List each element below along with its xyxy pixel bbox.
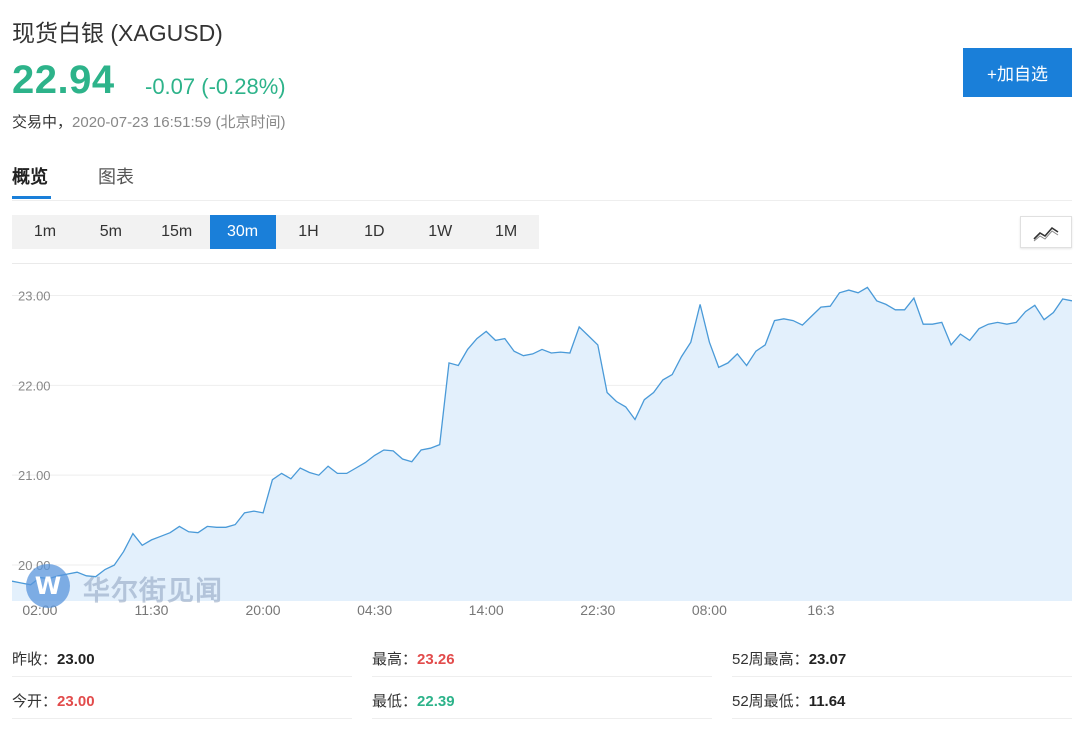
x-tick-label: 22:30 <box>580 602 615 618</box>
tab-chart[interactable]: 图表 <box>98 167 134 187</box>
chart-type-button[interactable] <box>1020 216 1072 248</box>
watermark-text: 华尔街见闻 <box>83 576 223 607</box>
interval-1h[interactable]: 1H <box>298 223 319 240</box>
price-area <box>12 287 1072 601</box>
stat-52w-low: 52周最低：11.64 <box>732 678 1072 719</box>
watermark-logo-icon: W <box>26 564 70 608</box>
stat-open: 今开：23.00 <box>12 678 352 719</box>
trading-status: 交易中，2020-07-23 16:51:59 (北京时间) <box>12 111 285 132</box>
stat-low: 最低：22.39 <box>372 678 712 719</box>
price-chart: 23.00 22.00 21.00 20.00 02:00 11:30 20:00 04:3… <box>11 263 1073 627</box>
y-tick-label: 22.00 <box>18 378 51 393</box>
interval-1m[interactable]: 1m <box>33 223 57 240</box>
x-tick-label: 16:3 <box>807 602 834 618</box>
interval-30m[interactable]: 30m <box>209 215 276 249</box>
tab-bar: 概览 图表 <box>12 160 1072 201</box>
stat-value: 23.07 <box>808 651 847 668</box>
stat-value: 23.26 <box>417 651 455 668</box>
x-tick-label: 04:30 <box>357 602 392 618</box>
interval-selector: 1m 5m 15m 30m 1H 1D 1W 1M <box>12 215 539 249</box>
interval-1w[interactable]: 1W <box>428 223 453 240</box>
timestamp: 2020-07-23 16:51:59 <box>72 114 212 131</box>
interval-1d[interactable]: 1D <box>364 223 385 240</box>
stat-high: 最高：23.26 <box>372 636 712 677</box>
current-price: 22.94 <box>12 58 115 102</box>
line-chart-icon <box>1033 226 1059 242</box>
tab-overview[interactable]: 概览 <box>12 167 48 187</box>
interval-1mo[interactable]: 1M <box>494 223 518 240</box>
y-tick-label: 21.00 <box>18 468 51 483</box>
status-label: 交易中， <box>12 114 73 131</box>
stat-value: 23.00 <box>57 651 95 668</box>
interval-5m[interactable]: 5m <box>99 223 122 240</box>
svg-text:W: W <box>35 572 61 600</box>
stat-label: 52周最高： <box>732 651 809 668</box>
stat-label: 昨收： <box>12 651 58 668</box>
stat-label: 今开： <box>12 693 58 710</box>
x-tick-label: 08:00 <box>692 602 727 618</box>
instrument-title: 现货白银 (XAGUSD) <box>12 20 223 46</box>
stat-value: 23.00 <box>57 693 95 710</box>
stat-label: 最高： <box>372 651 418 668</box>
stat-label: 52周最低： <box>732 693 809 710</box>
add-watchlist-button[interactable]: +加自选 <box>963 48 1072 97</box>
x-tick-label: 11:30 <box>134 602 168 618</box>
y-tick-label: 23.00 <box>18 288 51 303</box>
stat-label: 最低： <box>372 693 418 710</box>
x-tick-label: 20:00 <box>246 602 281 618</box>
x-tick-label: 14:00 <box>469 602 504 618</box>
stat-prev-close: 昨收：23.00 <box>12 636 352 677</box>
interval-15m[interactable]: 15m <box>161 223 193 240</box>
stat-value: 22.39 <box>417 693 455 710</box>
active-tab-indicator <box>12 196 51 199</box>
price-line <box>11 286 1073 586</box>
stat-value: 11.64 <box>808 693 846 710</box>
timezone: (北京时间) <box>215 114 286 131</box>
price-change: -0.07 (-0.28%) <box>145 74 286 99</box>
stat-52w-high: 52周最高：23.07 <box>732 636 1072 677</box>
